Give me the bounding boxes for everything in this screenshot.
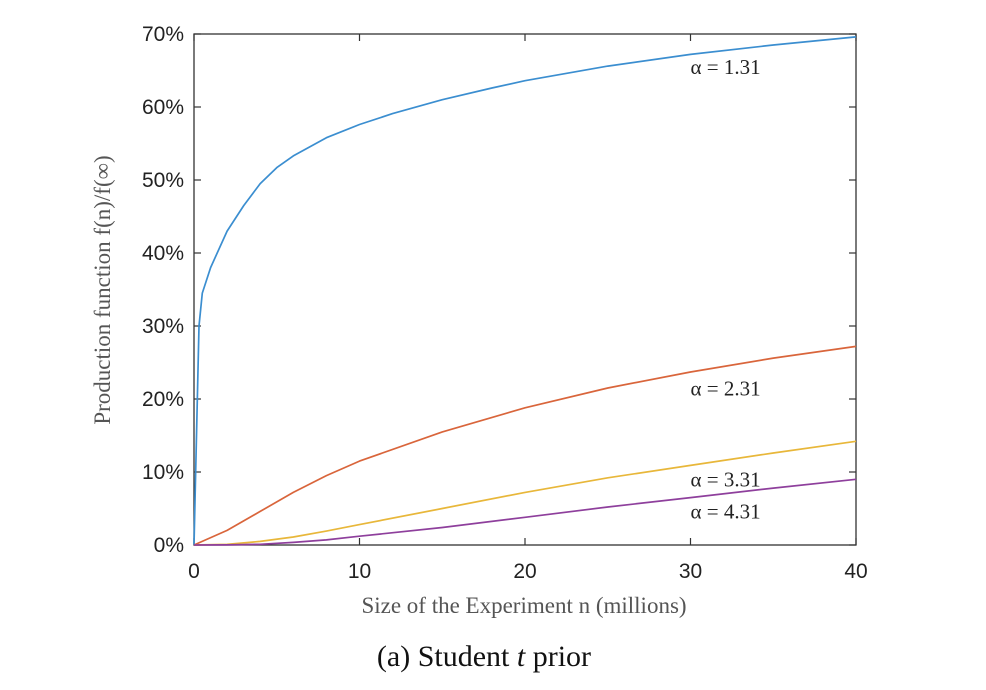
y-tick-label: 20% — [142, 388, 184, 411]
y-tick-label: 0% — [154, 534, 184, 557]
x-tick-label: 10 — [348, 560, 371, 583]
y-tick-label: 10% — [142, 461, 184, 484]
y-tick-label: 50% — [142, 169, 184, 192]
y-tick-label: 30% — [142, 315, 184, 338]
series-line-3 — [193, 440, 857, 546]
caption-prefix: (a) Student — [377, 640, 517, 673]
x-tick-label: 0 — [188, 560, 200, 583]
series-label-3: α = 3.31 — [691, 468, 761, 492]
series-line-2 — [193, 345, 857, 546]
caption-suffix: prior — [525, 640, 591, 673]
x-axis-label: Size of the Experiment n (millions) — [361, 593, 686, 618]
x-tick-label: 40 — [844, 560, 867, 583]
y-tick-label: 60% — [142, 96, 184, 119]
x-tick-label: 30 — [679, 560, 702, 583]
x-tick-label: 20 — [513, 560, 536, 583]
chart-caption: (a) Student t prior — [377, 640, 591, 673]
y-tick-label: 40% — [142, 242, 184, 265]
y-axis-label: Production function f(n)/f(∞) — [90, 155, 115, 424]
series-label-1: α = 1.31 — [691, 55, 761, 79]
series-label-2: α = 2.31 — [691, 376, 761, 400]
series-label-4: α = 4.31 — [691, 500, 761, 524]
series-line-4 — [193, 478, 857, 546]
y-tick-label: 70% — [142, 23, 184, 46]
caption-italic: t — [517, 640, 526, 673]
series-line-1 — [193, 36, 857, 546]
